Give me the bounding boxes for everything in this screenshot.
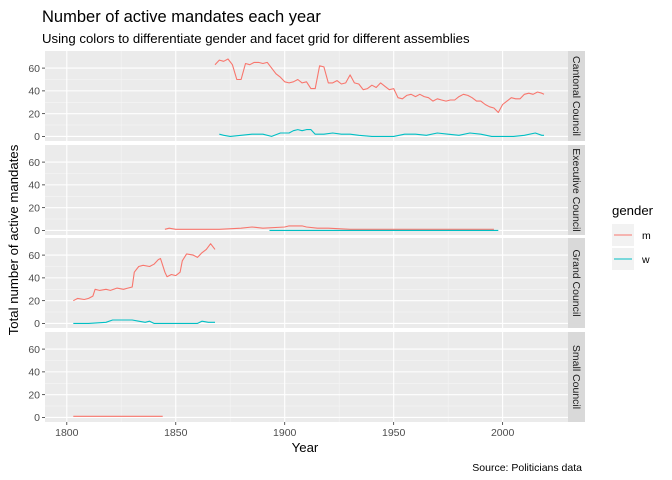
y-tick-label: 0 xyxy=(34,131,40,143)
y-tick-label: 60 xyxy=(28,157,40,169)
chart-subtitle: Using colors to differentiate gender and… xyxy=(42,31,470,46)
y-tick-label: 40 xyxy=(28,367,40,379)
facet-panel: 0 20 40 60 Executive Council xyxy=(28,145,585,237)
x-axis: 1800 1850 1900 1950 2000 xyxy=(55,422,514,439)
y-tick-label: 40 xyxy=(28,86,40,98)
legend-label: m xyxy=(642,230,651,242)
facet-panel: 0 20 40 60 Grand Council xyxy=(28,238,585,330)
panel-background xyxy=(45,238,568,328)
series-line-m xyxy=(164,225,494,230)
series-line-w xyxy=(219,129,544,137)
legend-entry-m: m xyxy=(612,224,651,246)
chart-caption: Source: Politicians data xyxy=(472,462,582,474)
x-tick-label: 1950 xyxy=(382,427,406,439)
y-tick-label: 60 xyxy=(28,344,40,356)
x-tick-label: 1800 xyxy=(55,427,79,439)
legend-title: gender xyxy=(612,203,654,218)
y-tick-label: 20 xyxy=(28,389,40,401)
facet-panel: 0 20 40 60 Cantonal Council xyxy=(28,51,585,143)
y-tick-label: 40 xyxy=(28,273,40,285)
x-tick-label: 2000 xyxy=(491,427,515,439)
facet-panels: 0 20 40 60 Cantonal Council 0 20 40 60 Executive … xyxy=(28,51,585,424)
y-tick-label: 60 xyxy=(28,250,40,262)
y-tick-label: 20 xyxy=(28,108,40,120)
legend-entry-w: w xyxy=(612,248,650,270)
chart-title: Number of active mandates each year xyxy=(42,8,321,26)
series-line-m xyxy=(214,58,545,114)
y-tick-label: 0 xyxy=(34,318,40,330)
panel-background xyxy=(45,332,568,422)
facet-strip-label: Cantonal Council xyxy=(570,56,582,136)
series-line-w xyxy=(73,319,215,324)
facet-strip-label: Small Council xyxy=(570,345,582,409)
y-axis-title: Total number of active mandates xyxy=(6,144,21,335)
x-tick-label: 1850 xyxy=(164,427,188,439)
y-tick-label: 60 xyxy=(28,63,40,75)
y-tick-label: 20 xyxy=(28,295,40,307)
panel-background xyxy=(45,51,568,141)
facet-strip-label: Executive Council xyxy=(570,148,582,231)
x-tick-label: 1900 xyxy=(273,427,297,439)
facet-strip-label: Grand Council xyxy=(570,249,582,316)
facet-strip xyxy=(568,238,585,328)
legend-label: w xyxy=(641,254,650,266)
x-axis-title: Year xyxy=(292,440,319,455)
facet-strip xyxy=(568,51,585,141)
y-tick-label: 20 xyxy=(28,202,40,214)
facet-panel: 0 20 40 60 Small Council xyxy=(28,332,585,424)
facet-strip xyxy=(568,145,585,235)
legend: gender mw xyxy=(612,203,654,270)
y-tick-label: 40 xyxy=(28,180,40,192)
y-tick-label: 0 xyxy=(34,225,40,237)
facet-strip xyxy=(568,332,585,422)
series-line-m xyxy=(73,243,216,302)
panel-background xyxy=(45,145,568,235)
y-tick-label: 0 xyxy=(34,412,40,424)
